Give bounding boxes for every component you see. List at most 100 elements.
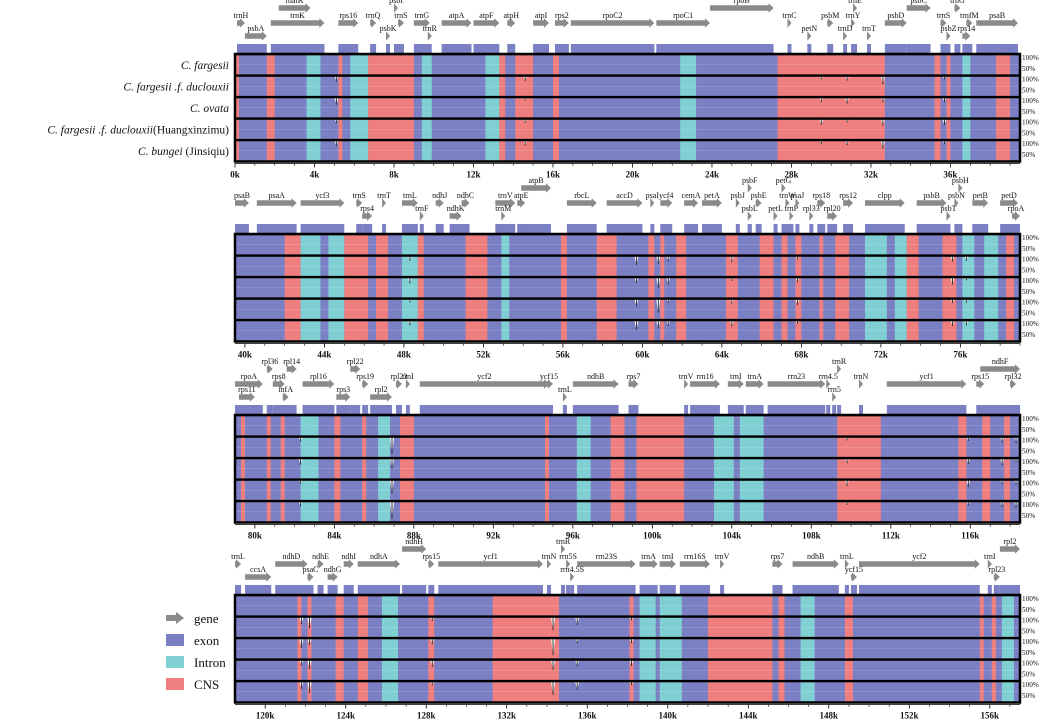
segment-cns	[725, 255, 738, 277]
segment-cns	[837, 458, 881, 480]
segment-cns	[629, 595, 634, 617]
gene-label-psbI: psbI	[389, 0, 403, 5]
gene-label-atpB: atpB	[529, 176, 544, 185]
segment-cns	[362, 458, 367, 480]
segment-intron	[485, 118, 500, 140]
x-tick-label: 36k	[943, 170, 957, 180]
segment-cns	[844, 595, 853, 617]
identity-tracks	[235, 415, 1020, 523]
gene-exon-mark	[370, 405, 392, 414]
gene-label-rps4: rps4	[360, 204, 374, 213]
segment-cns	[499, 118, 506, 140]
gene-arrow-rbcL	[566, 198, 597, 208]
gene-label-psbT: psbT	[940, 204, 956, 213]
gene-arrow-trnA	[745, 379, 764, 389]
segment-cns	[629, 616, 634, 638]
identity-tick-50: 50%	[1022, 628, 1035, 636]
track-base	[235, 277, 1020, 299]
species-label: C. fargesii	[181, 60, 229, 72]
segment-cns	[545, 436, 549, 458]
segment-intron	[659, 638, 682, 660]
panel-1: trnH psbA matK trnK rps16 trnQ psbI psbK trnS trn…	[230, 0, 1039, 180]
segment-intron	[713, 501, 734, 523]
segment-cns	[610, 501, 625, 523]
segment-intron	[713, 458, 734, 480]
identity-tick-50: 50%	[1022, 65, 1035, 73]
gene-arrow-petB	[972, 198, 989, 208]
segment-cns	[284, 277, 301, 299]
segment-cns	[344, 234, 369, 256]
gene-exon-mark	[572, 405, 619, 414]
gene-label-trnN: trnN	[542, 552, 557, 561]
segment-cns	[399, 479, 414, 501]
segment-intron	[378, 479, 391, 501]
gene-exon-mark	[809, 224, 814, 233]
segment-cns	[777, 75, 885, 97]
identity-tick-50: 50%	[1022, 426, 1035, 434]
gene-arrow-atpI	[533, 18, 549, 28]
segment-cns	[958, 501, 967, 523]
identity-tick-100: 100%	[1022, 617, 1039, 625]
gene-arrow-rpl14	[286, 364, 297, 374]
gene-label-ndhD: ndhD	[282, 552, 300, 561]
segment-intron	[894, 277, 907, 299]
segment-cns	[266, 54, 275, 76]
species-label: C. ovata	[190, 103, 229, 115]
x-tick-label: 96k	[566, 531, 580, 541]
gene-exon-mark	[773, 224, 778, 233]
gene-label-cemA: cemA	[682, 191, 701, 200]
segment-cns	[958, 415, 967, 437]
segment-cns	[996, 75, 1011, 97]
x-tick-label: 80k	[248, 531, 262, 541]
gene-arrow-matK	[278, 3, 311, 13]
segment-cns	[357, 659, 368, 681]
gene-arrow-accD	[606, 198, 643, 208]
gene-exon-mark	[1010, 405, 1017, 414]
gene-exon-mark	[851, 44, 856, 53]
segment-intron	[639, 616, 656, 638]
segment-intron	[739, 436, 764, 458]
species-label: C. bungei (Jinsiqiu)	[138, 146, 229, 158]
segment-cns	[946, 97, 951, 119]
gene-exon-mark	[789, 224, 794, 233]
segment-intron	[984, 255, 999, 277]
gene-arrow-trnG	[413, 18, 430, 28]
gene-arrow-trnL	[401, 198, 418, 208]
gene-arrow-rps15	[976, 379, 985, 389]
panel-3: rpoA rps11 rpl36 rps8 infA rpl14 rpl16 rps3 rpl2…	[233, 357, 1039, 541]
segment-cns	[979, 681, 984, 703]
gene-exon-mark	[402, 585, 427, 594]
gene-label-trnD: trnD	[838, 24, 853, 33]
segment-intron	[639, 595, 656, 617]
segment-cns	[660, 277, 665, 299]
segment-cns	[795, 234, 802, 256]
gene-exon-mark	[302, 405, 335, 414]
segment-cns	[297, 659, 302, 681]
segment-cns	[357, 595, 368, 617]
gene-arrow-petA	[702, 198, 722, 208]
gene-arrow-atpF	[473, 18, 500, 28]
species-name: C. fargesii .f. duclouxii	[47, 125, 153, 137]
gene-arrow-trnN	[859, 379, 863, 389]
gene-exon-mark	[843, 44, 848, 53]
segment-intron	[984, 277, 999, 299]
gene-arrow-rrn16	[690, 379, 720, 389]
gene-label-petB: petB	[973, 191, 988, 200]
gene-label-trnI: trnI	[984, 552, 996, 561]
segment-intron	[680, 54, 697, 76]
legend-gene-arrow	[166, 612, 184, 624]
gene-label-trnE: trnE	[848, 0, 862, 5]
segment-intron	[1001, 616, 1014, 638]
gene-label-rpl22: rpl22	[347, 357, 364, 366]
gene-exon-mark	[300, 224, 345, 233]
segment-cns	[708, 595, 773, 617]
segment-cns	[934, 54, 941, 76]
gene-arrow-rps18	[817, 198, 826, 208]
segment-intron	[680, 97, 697, 119]
segment-cns	[560, 234, 567, 256]
gene-exon-mark	[236, 44, 245, 53]
gene-exon-mark	[659, 585, 676, 594]
segment-cns	[1006, 234, 1015, 256]
gene-arrow-trnfM	[966, 18, 973, 28]
